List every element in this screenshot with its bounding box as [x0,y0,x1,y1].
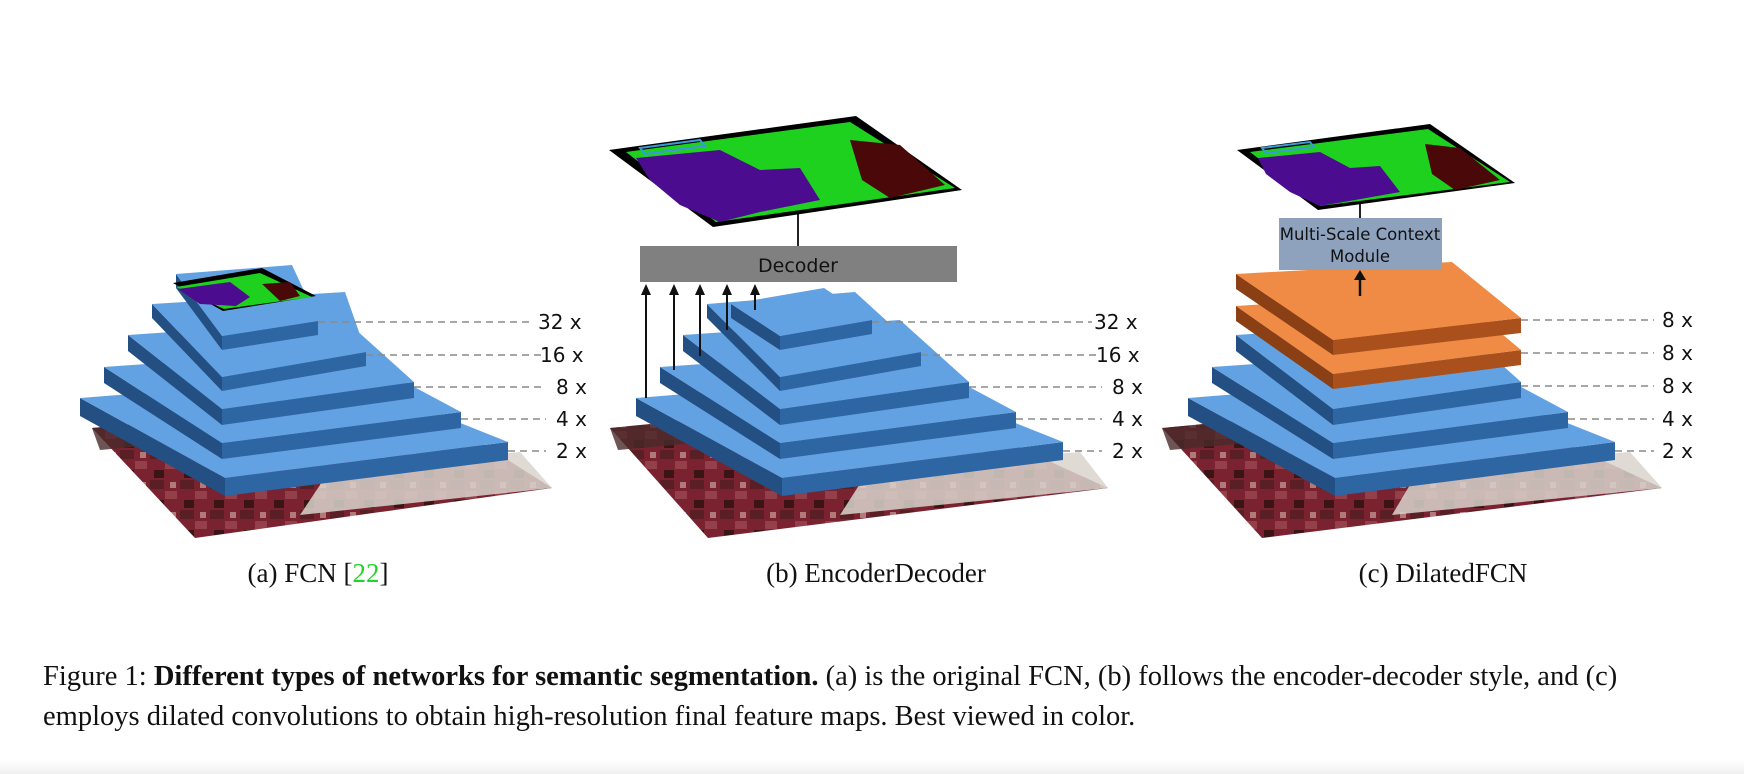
page-bottom-shadow [0,760,1744,774]
skip-arrow [722,284,732,330]
scale-label: 8 x [1662,374,1693,398]
scale-label: 2 x [1112,439,1143,463]
scale-label: 2 x [556,439,587,463]
scale-label: 32 x [1094,310,1138,334]
scale-guides: 32 x 16 x 8 x 4 x 2 x [872,310,1143,463]
feature-layer-5 [731,288,872,350]
pyramid-layers [636,288,1063,496]
citation-link[interactable]: 22 [352,558,380,588]
multi-scale-context-module: Multi-Scale Context Module [1279,218,1442,270]
decoder-box: Decoder [640,246,957,282]
skip-arrow [695,284,705,356]
scale-label: 8 x [1112,375,1143,399]
scale-label: 16 x [540,343,584,367]
scale-guides: 8 x 8 x 8 x 4 x 2 x [1521,308,1693,463]
panel-b-encoder-decoder: Decoder 32 x 16 x 8 x 4 x 2 x [609,116,1143,538]
caption-panel-c: (c) DilatedFCN [1358,558,1528,588]
module-label-line1: Multi-Scale Context [1280,225,1441,244]
skip-arrow [750,284,760,310]
scale-label: 8 x [1662,308,1693,332]
scale-guides: 32 x 16 x 8 x 4 x 2 x [318,310,587,463]
scale-label: 4 x [1662,407,1693,431]
scale-label: 32 x [538,310,582,334]
module-input-arrow [1354,270,1366,296]
scale-label: 8 x [556,375,587,399]
panel-c-dilated-fcn: Multi-Scale Context Module 8 x 8 x 8 x 4 x 2… [1162,124,1693,538]
decoder-label: Decoder [758,255,838,277]
figure-caption: Figure 1: Different types of networks fo… [43,661,1618,732]
caption-bold-title: Different types of networks for semantic… [153,661,819,692]
skip-arrow [641,284,651,398]
segmentation-output [1237,124,1515,210]
scale-label: 2 x [1662,439,1693,463]
caption-panel-a: (a) FCN [22] [247,558,389,588]
scale-label: 16 x [1096,343,1140,367]
segmentation-output [173,268,316,311]
caption-panel-b: (b) EncoderDecoder [766,558,986,588]
panel-a-fcn: 32 x 16 x 8 x 4 x 2 x [80,265,587,538]
scale-label: 8 x [1662,341,1693,365]
module-label-line2: Module [1330,247,1390,266]
skip-arrow [669,284,679,370]
scale-label: 4 x [1112,407,1143,431]
skip-connection-arrows [641,284,760,398]
segmentation-output [609,116,962,227]
scale-label: 4 x [556,407,587,431]
dilated-layer-2 [1236,262,1521,355]
pyramid-layers [1188,262,1615,496]
